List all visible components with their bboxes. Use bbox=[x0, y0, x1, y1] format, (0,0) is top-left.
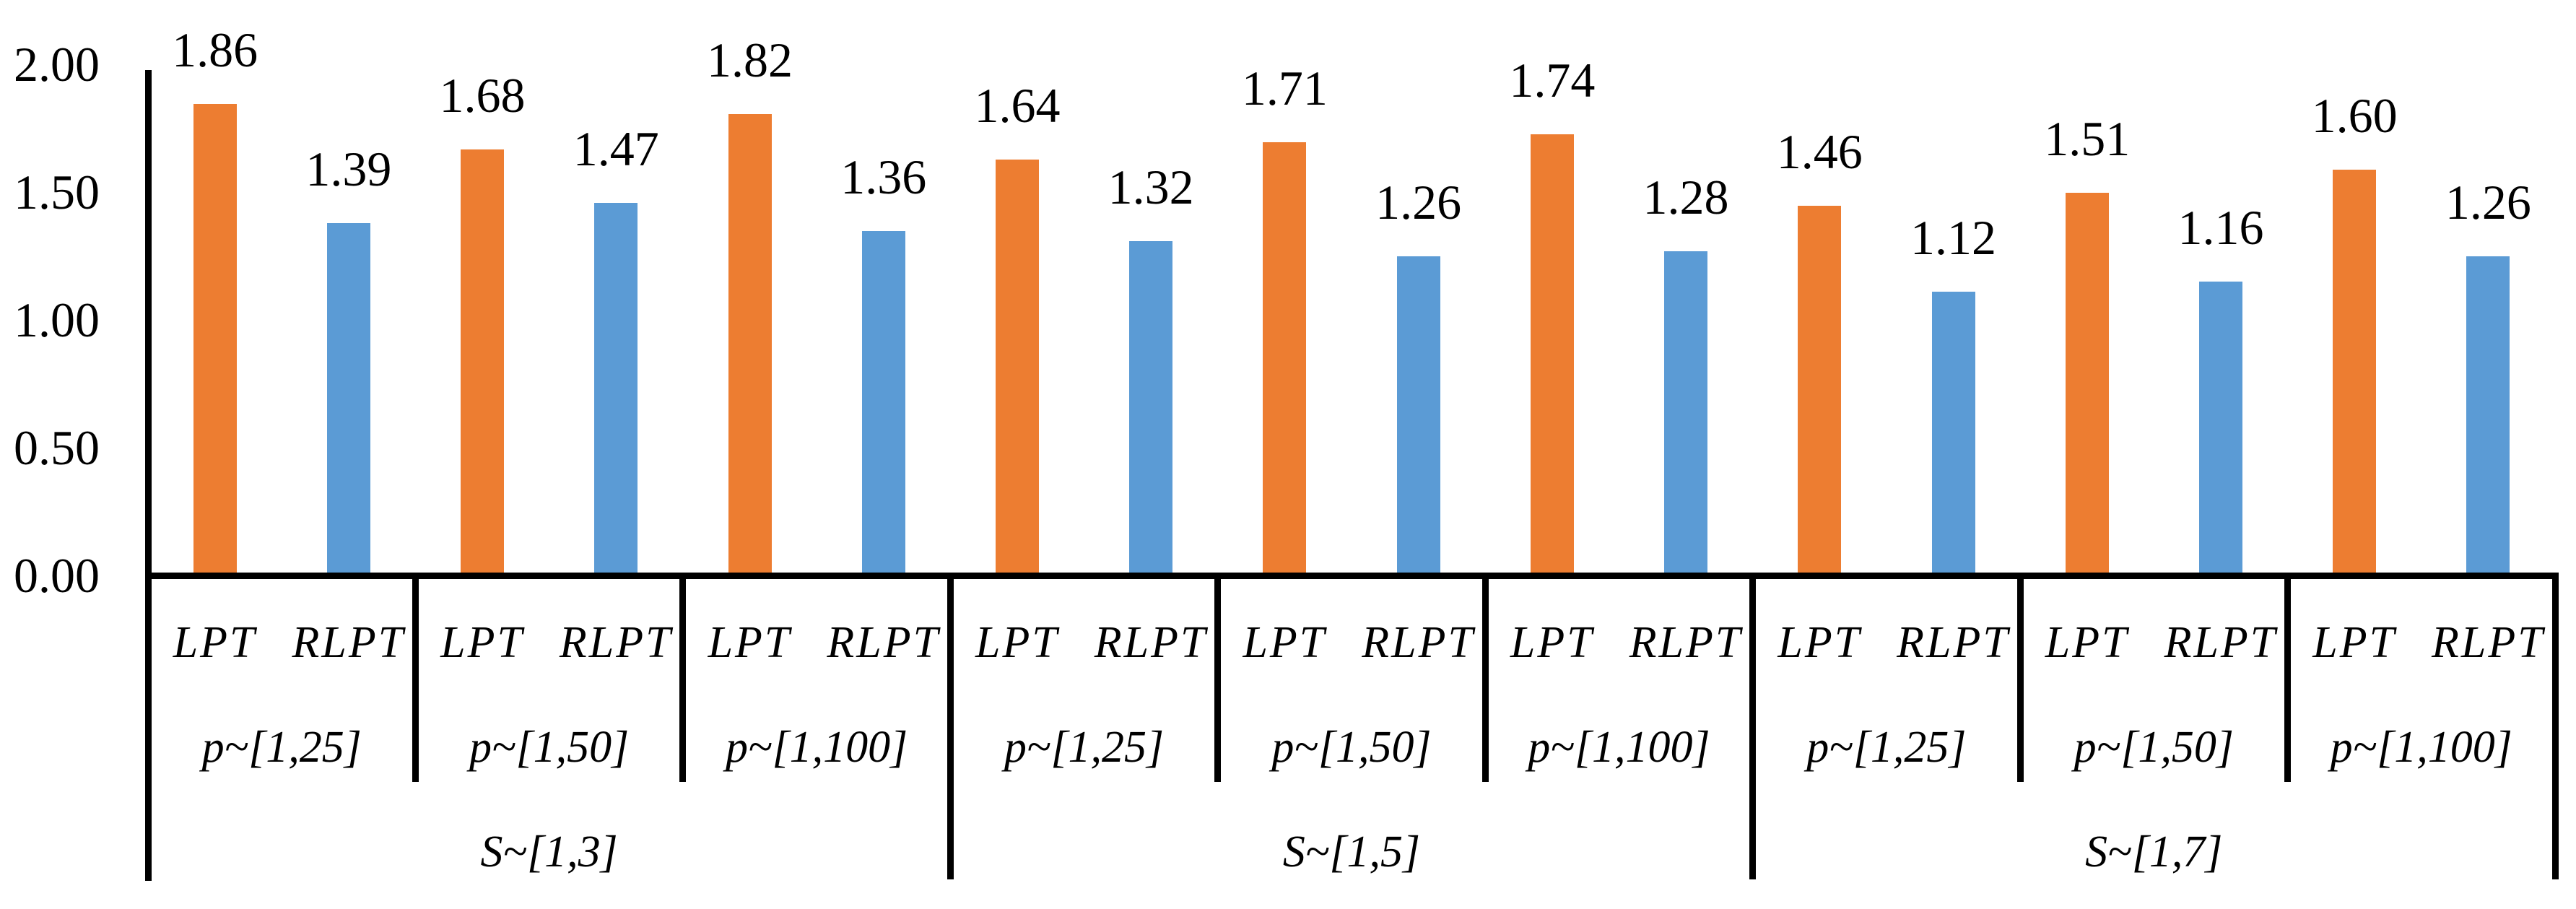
bar-rlpt bbox=[327, 223, 370, 575]
bar-value-label: 1.16 bbox=[2177, 200, 2264, 255]
bar-value-label: 1.26 bbox=[1375, 175, 1462, 230]
p-group-separator bbox=[1214, 575, 1222, 782]
bar-value-label: 1.12 bbox=[1910, 210, 1996, 265]
p-group-label: p~[1,100] bbox=[725, 723, 908, 772]
bar-lpt bbox=[996, 160, 1039, 575]
bar-value-label: 1.46 bbox=[1776, 124, 1863, 179]
s-group-separator bbox=[947, 575, 954, 879]
y-tick-label: 0.00 bbox=[14, 548, 100, 603]
bar-lpt bbox=[728, 114, 772, 575]
series-label-rlpt: RLPT bbox=[1362, 618, 1475, 667]
series-label-rlpt: RLPT bbox=[2432, 618, 2545, 667]
bar-lpt bbox=[2066, 193, 2109, 575]
bar-value-label: 1.71 bbox=[1241, 61, 1328, 116]
series-label-lpt: LPT bbox=[440, 618, 524, 667]
series-label-lpt: LPT bbox=[1243, 618, 1327, 667]
bar-rlpt bbox=[1397, 256, 1440, 575]
series-label-lpt: LPT bbox=[975, 618, 1059, 667]
p-group-separator bbox=[2016, 575, 2024, 782]
y-tick-label: 0.50 bbox=[14, 420, 100, 475]
bar-value-label: 1.47 bbox=[573, 121, 659, 176]
s-group-separator bbox=[2551, 575, 2559, 879]
bar-value-label: 1.82 bbox=[707, 32, 793, 87]
bar-rlpt bbox=[2466, 256, 2510, 575]
bar-lpt bbox=[193, 104, 237, 575]
series-label-lpt: LPT bbox=[2312, 618, 2397, 667]
s-group-separator bbox=[1749, 575, 1757, 879]
y-tick-label: 1.00 bbox=[14, 292, 100, 347]
bar-lpt bbox=[461, 149, 504, 575]
series-label-rlpt: RLPT bbox=[1629, 618, 1743, 667]
y-axis-line bbox=[144, 70, 152, 881]
x-axis-line bbox=[144, 572, 2559, 579]
bar-rlpt bbox=[2199, 282, 2242, 575]
bar-value-label: 1.32 bbox=[1108, 160, 1194, 214]
p-group-label: p~[1,25] bbox=[1806, 723, 1967, 772]
bar-rlpt bbox=[1129, 241, 1172, 575]
p-group-label: p~[1,50] bbox=[2074, 723, 2234, 772]
series-label-lpt: LPT bbox=[173, 618, 257, 667]
s-group-label: S~[1,5] bbox=[1282, 827, 1421, 877]
series-label-lpt: LPT bbox=[1510, 618, 1594, 667]
p-group-label: p~[1,100] bbox=[1528, 723, 1710, 772]
p-group-separator bbox=[1481, 575, 1489, 782]
bar-lpt bbox=[1531, 134, 1574, 575]
y-tick-label: 2.00 bbox=[14, 37, 100, 92]
bar-lpt bbox=[1263, 142, 1306, 575]
bar-value-label: 1.26 bbox=[2445, 175, 2531, 230]
p-group-label: p~[1,25] bbox=[201, 723, 362, 772]
bar-value-label: 1.51 bbox=[2044, 111, 2131, 166]
y-tick-label: 1.50 bbox=[14, 165, 100, 219]
s-group-label: S~[1,3] bbox=[480, 827, 618, 877]
bar-value-label: 1.86 bbox=[172, 22, 258, 77]
series-label-lpt: LPT bbox=[708, 618, 792, 667]
bar-lpt bbox=[1798, 206, 1841, 575]
bar-value-label: 1.64 bbox=[974, 78, 1061, 133]
p-group-separator bbox=[412, 575, 419, 782]
bar-rlpt bbox=[1664, 251, 1707, 575]
bar-rlpt bbox=[594, 203, 638, 575]
series-label-rlpt: RLPT bbox=[1094, 618, 1208, 667]
series-label-rlpt: RLPT bbox=[827, 618, 941, 667]
bar-value-label: 1.60 bbox=[2311, 88, 2398, 143]
p-group-separator bbox=[679, 575, 687, 782]
bar-rlpt bbox=[1932, 292, 1975, 575]
s-group-label: S~[1,7] bbox=[2085, 827, 2223, 877]
p-group-label: p~[1,25] bbox=[1004, 723, 1165, 772]
bar-value-label: 1.39 bbox=[305, 142, 392, 196]
series-label-rlpt: RLPT bbox=[292, 618, 406, 667]
bar-value-label: 1.68 bbox=[439, 68, 526, 123]
bar-value-label: 1.74 bbox=[1509, 53, 1596, 108]
series-label-rlpt: RLPT bbox=[559, 618, 673, 667]
series-label-rlpt: RLPT bbox=[2164, 618, 2278, 667]
p-group-label: p~[1,50] bbox=[1271, 723, 1432, 772]
series-label-lpt: LPT bbox=[2045, 618, 2129, 667]
p-group-label: p~[1,100] bbox=[2330, 723, 2512, 772]
bar-lpt bbox=[2333, 170, 2376, 575]
series-label-lpt: LPT bbox=[1777, 618, 1862, 667]
p-group-label: p~[1,50] bbox=[469, 723, 630, 772]
p-group-separator bbox=[2284, 575, 2292, 782]
bar-rlpt bbox=[862, 231, 905, 575]
bar-value-label: 1.36 bbox=[840, 149, 927, 204]
series-label-rlpt: RLPT bbox=[1897, 618, 2010, 667]
bar-value-label: 1.28 bbox=[1642, 170, 1729, 225]
